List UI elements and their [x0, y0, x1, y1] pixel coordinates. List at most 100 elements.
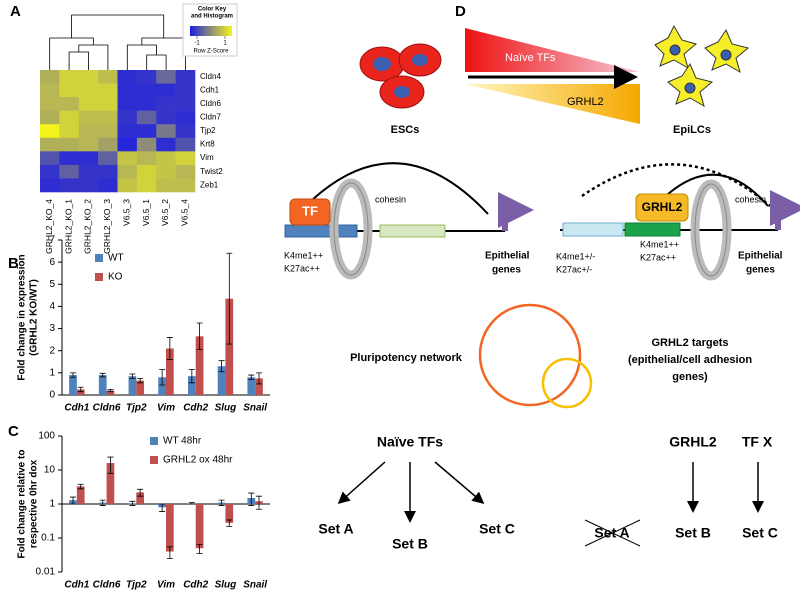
error-bar — [218, 499, 225, 506]
legend-swatch — [150, 456, 158, 464]
heatmap-cell — [98, 70, 118, 84]
error-bar — [107, 389, 114, 393]
error-bar — [256, 372, 263, 385]
heatmap-cell — [156, 97, 176, 111]
epilc-cells — [654, 24, 750, 108]
set-label: Set A — [318, 521, 353, 537]
y-tick-label: 10 — [44, 465, 56, 476]
heatmap-cell — [78, 164, 99, 179]
row-label: Tjp2 — [200, 126, 216, 135]
bar — [225, 504, 234, 523]
heatmap-cell — [117, 97, 138, 111]
row-label: Twist2 — [200, 167, 223, 176]
bar — [76, 389, 85, 395]
heatmap-cell — [136, 70, 157, 84]
error-bar — [69, 496, 76, 505]
heatmap-cell — [156, 137, 176, 152]
y-tick-label: 5 — [49, 279, 55, 290]
x-tick-label: Tjp2 — [126, 580, 147, 591]
x-tick-label: Snail — [243, 403, 267, 414]
model-arrows — [337, 461, 764, 523]
bar — [166, 504, 174, 552]
column-label: GRHL2_KO_4 — [44, 199, 54, 254]
panel-letter: A — [10, 3, 21, 20]
esc-cells — [359, 43, 442, 109]
error-bar — [166, 337, 173, 360]
heatmap-cell — [117, 83, 138, 98]
heatmap-cell — [40, 151, 60, 166]
cohesin-label: cohesin — [735, 194, 766, 204]
heatmap-cell — [59, 151, 80, 166]
heatmap-cell — [156, 178, 176, 193]
cross-out — [584, 519, 641, 547]
heatmap-cell — [59, 83, 80, 98]
color-key-tick-label: -1 — [194, 41, 200, 47]
error-bar — [137, 488, 144, 497]
error-bar — [248, 374, 255, 380]
row-label: Zeb1 — [200, 180, 219, 189]
heatmap-cell — [59, 137, 80, 152]
color-key-title: and Histogram — [191, 14, 233, 20]
heatmap-cell — [78, 70, 99, 84]
legend-label: GRHL2 ox 48hr — [163, 455, 233, 466]
x-tick-label: Cdh2 — [183, 403, 208, 414]
y-tick-label: 7 — [49, 235, 55, 246]
set-label: Set C — [742, 525, 778, 541]
bar — [158, 377, 166, 395]
error-bar — [77, 386, 84, 393]
grhl2-gradient — [465, 84, 640, 124]
heatmap-cell — [117, 70, 138, 84]
y-axis-label: Fold change in expression — [17, 254, 28, 380]
heatmap-cell — [78, 124, 99, 139]
heatmap-cell — [175, 70, 196, 84]
heatmap-cell — [136, 178, 157, 193]
heatmap-cell — [78, 83, 99, 98]
row-label: Krt8 — [200, 140, 215, 149]
y-tick-label: 0.01 — [36, 567, 56, 578]
histone-mark: K4me1+/- — [556, 251, 595, 261]
heatmap-cell — [98, 164, 118, 179]
heatmap-cell — [59, 97, 80, 111]
y-tick-label: 2 — [49, 345, 55, 356]
heatmap-cell — [156, 124, 176, 139]
bar — [106, 390, 115, 395]
legend-label: KO — [108, 272, 123, 283]
heatmap-cell — [78, 151, 99, 166]
right-locus — [560, 163, 800, 281]
x-tick-label: Snail — [243, 580, 267, 591]
gradient-label: Naïve TFs — [505, 52, 556, 64]
heatmap-cell — [136, 97, 157, 111]
cohesin-label: cohesin — [375, 194, 406, 204]
x-tick-label: Tjp2 — [126, 403, 147, 414]
error-bar — [129, 500, 136, 506]
left-locus — [284, 162, 534, 280]
heatmap-cell — [98, 178, 118, 193]
bar — [69, 375, 77, 395]
heatmap — [40, 70, 196, 193]
heatmap-cell — [59, 70, 80, 84]
venn-label: genes) — [672, 371, 708, 383]
heatmap-cell — [40, 137, 60, 152]
error-bar — [188, 502, 195, 505]
column-label: GRHL2_KO_1 — [63, 199, 73, 254]
gene-label: genes — [492, 265, 521, 276]
row-label: Vim — [200, 153, 214, 162]
y-tick-label: 1 — [49, 367, 55, 378]
error-bar — [69, 372, 76, 378]
regulator-label: Naïve TFs — [377, 434, 443, 450]
gene-label: Epithelial — [485, 251, 530, 262]
heatmap-cell — [136, 124, 157, 139]
venn-label: (epithelial/cell adhesion — [628, 354, 752, 366]
y-tick-label: 4 — [49, 301, 55, 312]
naive-gradient — [465, 28, 640, 72]
heatmap-cell — [59, 178, 80, 193]
heatmap-cell — [78, 137, 99, 152]
column-label: V6.5_4 — [180, 199, 190, 226]
error-bar — [196, 322, 203, 351]
heatmap-cell — [78, 97, 99, 111]
heatmap-cell — [175, 164, 196, 179]
factor-label: TF — [302, 203, 318, 218]
bar — [247, 377, 256, 395]
bar — [195, 336, 204, 395]
set-label: Set C — [479, 521, 515, 537]
